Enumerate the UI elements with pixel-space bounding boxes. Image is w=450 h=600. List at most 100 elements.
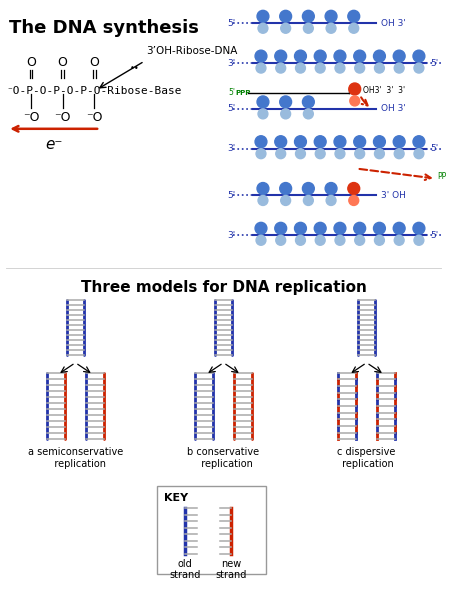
Circle shape — [314, 136, 326, 148]
Circle shape — [315, 235, 325, 245]
Circle shape — [296, 63, 306, 73]
Circle shape — [295, 50, 306, 62]
Circle shape — [256, 149, 266, 158]
Circle shape — [355, 63, 365, 73]
Text: ⁻O: ⁻O — [54, 111, 71, 124]
Text: 5': 5' — [431, 59, 439, 68]
Circle shape — [414, 235, 424, 245]
Circle shape — [348, 182, 360, 194]
Circle shape — [303, 196, 313, 205]
Text: 3': 3' — [227, 144, 235, 153]
Circle shape — [258, 109, 268, 119]
Circle shape — [275, 136, 287, 148]
Circle shape — [393, 50, 405, 62]
Circle shape — [325, 182, 337, 194]
Circle shape — [314, 223, 326, 235]
Circle shape — [275, 50, 287, 62]
Circle shape — [302, 10, 314, 22]
Circle shape — [280, 96, 292, 108]
Circle shape — [325, 10, 337, 22]
Circle shape — [302, 96, 314, 108]
Circle shape — [354, 50, 365, 62]
Text: O: O — [89, 56, 99, 69]
Circle shape — [350, 96, 360, 106]
Circle shape — [280, 182, 292, 194]
Circle shape — [334, 50, 346, 62]
Circle shape — [257, 96, 269, 108]
Text: OH 3': OH 3' — [382, 19, 406, 28]
Circle shape — [257, 182, 269, 194]
Circle shape — [348, 10, 360, 22]
Circle shape — [276, 149, 286, 158]
Circle shape — [281, 109, 291, 119]
Text: ⁻O: ⁻O — [23, 111, 39, 124]
Text: a semiconservative
   replication: a semiconservative replication — [28, 448, 123, 469]
Circle shape — [354, 136, 365, 148]
Circle shape — [349, 83, 360, 95]
Text: 5': 5' — [431, 231, 439, 240]
Circle shape — [314, 50, 326, 62]
Circle shape — [280, 10, 292, 22]
Circle shape — [303, 23, 313, 33]
Circle shape — [326, 23, 336, 33]
Circle shape — [393, 223, 405, 235]
Text: 3': 3' — [227, 59, 235, 68]
Circle shape — [355, 235, 365, 245]
Circle shape — [394, 235, 404, 245]
Circle shape — [335, 149, 345, 158]
Circle shape — [334, 223, 346, 235]
Text: 5': 5' — [227, 191, 235, 200]
Circle shape — [394, 149, 404, 158]
Circle shape — [257, 10, 269, 22]
Circle shape — [326, 196, 336, 205]
Text: 5': 5' — [227, 19, 235, 28]
Text: OH3'  3'  3': OH3' 3' 3' — [363, 86, 405, 95]
Text: ⁻O: ⁻O — [86, 111, 103, 124]
Circle shape — [258, 196, 268, 205]
Circle shape — [303, 109, 313, 119]
Circle shape — [258, 23, 268, 33]
Circle shape — [255, 223, 267, 235]
Circle shape — [413, 223, 425, 235]
Text: OH 3': OH 3' — [382, 104, 406, 113]
Circle shape — [374, 223, 385, 235]
Circle shape — [315, 63, 325, 73]
Circle shape — [335, 235, 345, 245]
Circle shape — [256, 235, 266, 245]
Circle shape — [281, 196, 291, 205]
Circle shape — [256, 63, 266, 73]
Circle shape — [413, 136, 425, 148]
Circle shape — [275, 223, 287, 235]
Text: O: O — [26, 56, 36, 69]
Circle shape — [281, 23, 291, 33]
Circle shape — [295, 223, 306, 235]
Text: 3’OH-Ribose-DNA: 3’OH-Ribose-DNA — [147, 46, 238, 56]
Circle shape — [296, 235, 306, 245]
Text: 3': 3' — [227, 231, 235, 240]
Text: c dispersive
 replication: c dispersive replication — [338, 448, 396, 469]
Text: PPP: PPP — [235, 90, 251, 96]
Circle shape — [414, 149, 424, 158]
Circle shape — [302, 182, 314, 194]
Text: KEY: KEY — [164, 493, 189, 503]
Circle shape — [334, 136, 346, 148]
Bar — [158, 486, 266, 574]
Circle shape — [374, 235, 384, 245]
Circle shape — [413, 50, 425, 62]
Text: ••: •• — [130, 64, 140, 73]
Text: PP: PP — [438, 172, 447, 181]
Circle shape — [335, 63, 345, 73]
Circle shape — [354, 223, 365, 235]
Text: 3' OH: 3' OH — [382, 191, 406, 200]
Text: 5': 5' — [227, 104, 235, 113]
Circle shape — [374, 50, 385, 62]
Circle shape — [394, 63, 404, 73]
Circle shape — [374, 136, 385, 148]
Text: e⁻: e⁻ — [45, 137, 63, 152]
Text: ⁻O-P-O-P-O-P-O-Ribose-Base: ⁻O-P-O-P-O-P-O-Ribose-Base — [6, 86, 182, 96]
Circle shape — [374, 63, 384, 73]
Text: old
strand: old strand — [169, 559, 201, 580]
Circle shape — [374, 149, 384, 158]
Text: 5': 5' — [229, 88, 235, 97]
Circle shape — [296, 149, 306, 158]
